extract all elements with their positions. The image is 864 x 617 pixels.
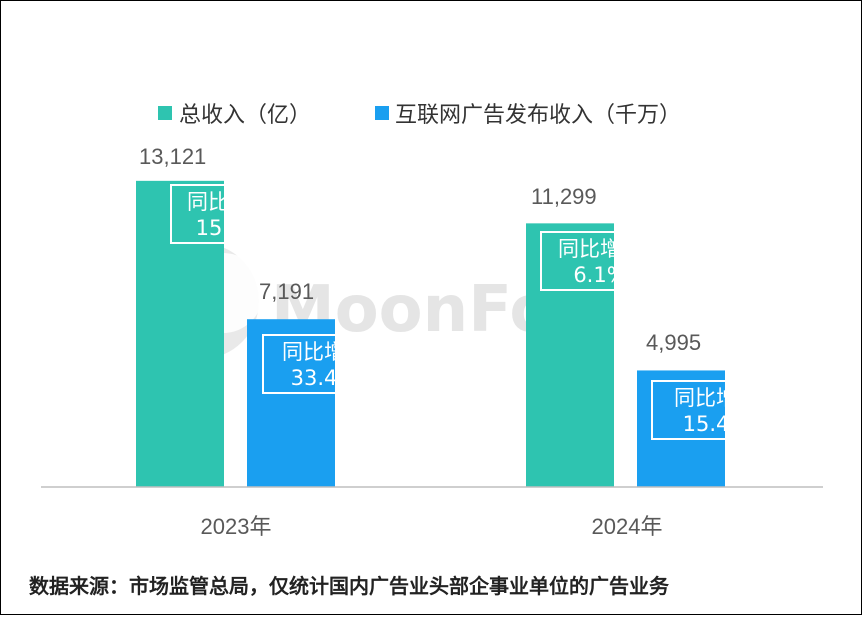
bar-total-0 [136,180,224,488]
growth-callout-value: 15.4% [196,216,263,240]
x-tick-label-1: 2024年 [592,514,663,539]
growth-callout-title: 同比增长 [187,190,271,214]
data-label-internet-ad-1: 4,995 [646,330,701,355]
bar-internet-ad-0 [247,319,335,487]
source-note: 数据来源：市场监管总局，仅统计国内广告业头部企事业单位的广告业务 [29,574,670,598]
growth-callout-title: 同比增长 [558,237,642,261]
legend: 总收入（亿） 互联网广告发布收入（千万） [158,103,681,128]
data-label-total-0: 13,121 [139,144,206,169]
legend-label-total: 总收入（亿） [179,103,311,128]
growth-callout-border [651,380,781,440]
growth-callout-value: 33.4% [291,366,358,390]
labels-layer: 13,121同比增长15.4%7,191同比增长33.4%2023年11,299… [139,144,781,539]
growth-callout-title: 同比增长 [674,386,758,410]
data-label-internet-ad-0: 7,191 [259,279,314,304]
growth-callout-title: 同比增长 [282,340,366,364]
legend-swatch-total [158,106,172,120]
growth-callout-border [262,334,386,394]
x-tick-label-0: 2023年 [201,514,272,539]
legend-swatch-internet-ad [375,106,389,120]
growth-callout-border [540,231,660,291]
growth-callout-value: 6.1% [573,263,626,287]
growth-callout-border [170,184,288,244]
growth-callout-value: 15.4% [683,412,750,436]
legend-label-internet-ad: 互联网广告发布收入（千万） [395,103,681,128]
data-label-total-1: 11,299 [531,184,597,209]
